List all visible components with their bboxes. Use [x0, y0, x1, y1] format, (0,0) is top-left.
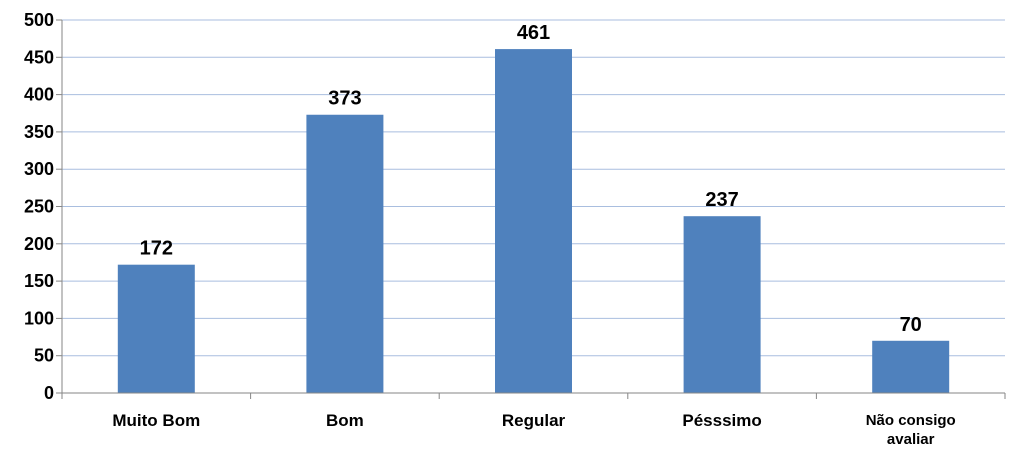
bar — [683, 216, 761, 393]
category-label: Regular — [502, 411, 566, 430]
y-tick-label: 500 — [24, 10, 54, 30]
category-labels: Muito Bom Bom Regular Pésssimo Não consigo av… — [112, 411, 955, 448]
y-tick-labels: 0 50 100 150 200 250 300 350 400 450 500 — [24, 10, 54, 403]
y-tick-label: 0 — [44, 383, 54, 403]
y-tick-label: 100 — [24, 308, 54, 328]
y-tick-label: 50 — [34, 346, 54, 366]
y-tick-label: 150 — [24, 271, 54, 291]
bar — [872, 340, 950, 393]
y-tick-label: 200 — [24, 234, 54, 254]
category-label: Muito Bom — [112, 411, 200, 430]
category-label: Pésssimo — [682, 411, 761, 430]
data-label: 373 — [328, 88, 361, 110]
data-labels: 172 373 461 237 70 — [140, 22, 922, 336]
bar — [306, 114, 384, 393]
data-label: 461 — [517, 22, 550, 44]
data-label: 70 — [900, 314, 922, 336]
y-tick-label: 400 — [24, 85, 54, 105]
category-label: Bom — [326, 411, 364, 430]
bars — [117, 49, 950, 394]
y-tick-label: 350 — [24, 122, 54, 142]
bar — [495, 49, 572, 394]
y-tick-label: 300 — [24, 159, 54, 179]
data-label: 237 — [705, 189, 738, 211]
y-tick-label: 450 — [24, 47, 54, 67]
y-tick-label: 250 — [24, 197, 54, 217]
bar — [117, 264, 195, 393]
axes — [56, 19, 1006, 399]
data-label: 172 — [140, 238, 173, 260]
category-label: Não consigo avaliar — [866, 412, 956, 448]
